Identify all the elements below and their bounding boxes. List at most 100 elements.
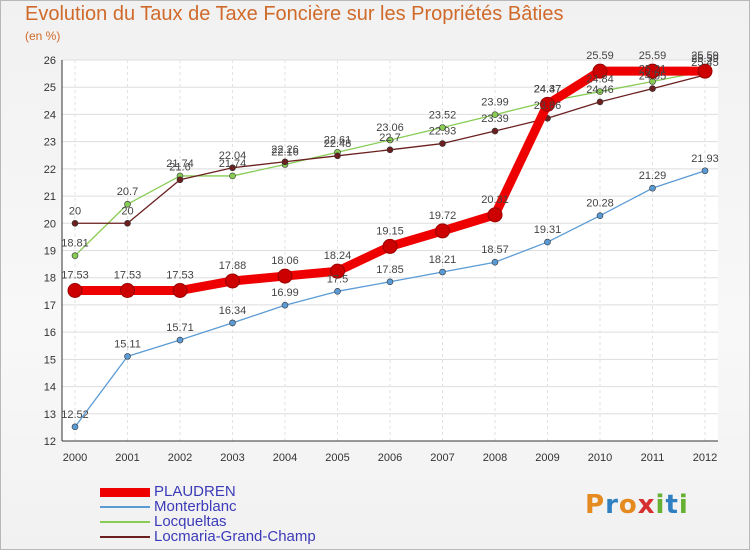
data-label: 21.29 [639,170,667,182]
chart-title: Evolution du Taux de Taxe Foncière sur l… [25,3,564,25]
data-label: 25.59 [586,50,614,62]
x-tick-label: 2006 [378,452,402,464]
data-point [71,423,79,431]
y-tick-label: 23 [44,137,56,149]
data-point [71,219,79,227]
data-point [330,263,345,279]
data-label: 23.06 [376,122,404,134]
data-label: 19.72 [429,210,457,222]
data-point [229,172,236,180]
y-tick-label: 26 [44,55,56,67]
data-label: 22.93 [429,126,457,138]
data-label: 20 [121,205,133,217]
data-label: 17.5 [327,273,348,285]
data-point [592,63,608,79]
data-point [701,167,709,175]
data-label: 17.53 [166,270,194,282]
data-point [124,353,131,360]
data-point [176,336,184,344]
data-label: 18.06 [271,255,299,267]
data-label: 16.34 [219,305,247,317]
x-tick-label: 2001 [115,452,139,464]
chart-subtitle: (en %) [25,29,61,43]
logo-letter: P [585,490,606,520]
data-label: 22.7 [379,132,400,144]
data-label: 22.48 [324,138,352,150]
data-point [439,268,446,276]
data-point [435,223,450,239]
data-point [386,146,394,154]
data-point [281,301,289,309]
x-tick-label: 2003 [220,452,244,464]
data-point [172,283,188,299]
data-point [382,238,398,254]
x-tick-label: 2010 [588,452,612,464]
y-tick-label: 24 [44,109,56,121]
legend-label: Locqueltas [154,513,227,530]
logo-letter: r [605,490,619,520]
legend-label: Monterblanc [154,498,237,515]
legend-label: PLAUDREN [154,483,236,500]
data-point [596,212,604,219]
data-point [120,283,135,299]
data-label: 24.95 [639,71,667,83]
data-point [487,207,503,223]
x-tick-label: 2007 [430,452,454,464]
legend-swatch [100,506,150,508]
data-label: 18.24 [324,250,352,262]
data-label: 15.71 [166,322,194,334]
data-label: 22.61 [324,134,352,146]
x-tick-label: 2004 [273,452,297,464]
y-tick-label: 21 [44,191,56,203]
data-label: 15.11 [114,338,141,350]
data-label: 17.53 [61,270,89,282]
data-label: 23.52 [429,109,457,121]
data-label: 25.59 [691,50,719,62]
y-tick-label: 19 [44,246,56,258]
data-label: 23.99 [481,97,509,109]
data-label: 18.81 [61,238,89,250]
data-point [544,238,551,246]
data-point [277,268,293,284]
data-label: 21.74 [166,158,194,170]
data-label: 25.21 [639,63,667,75]
legend-label: Locmaria-Grand-Champ [154,528,316,545]
data-point [596,88,604,95]
data-point [649,184,656,192]
data-label: 24.37 [534,83,562,95]
data-point [491,258,499,266]
x-tick-label: 2011 [641,452,665,464]
data-label: 23.86 [534,100,562,112]
logo-letter: i [678,490,689,520]
data-label: 24.46 [586,84,614,96]
y-tick-label: 15 [44,354,56,366]
x-tick-label: 2012 [693,452,717,464]
data-point [596,98,604,106]
data-point [71,252,79,259]
data-label: 20 [69,205,81,217]
data-point [645,63,660,79]
data-label: 19.15 [376,225,404,237]
data-point [124,219,131,227]
data-label: 22.26 [271,144,299,156]
data-label: 12.52 [61,409,89,421]
data-label: 17.53 [114,270,142,282]
data-point [439,140,446,147]
logo-letter: t [665,490,679,520]
y-tick-label: 12 [44,436,56,448]
data-point [67,283,83,299]
data-label: 23.39 [481,113,509,125]
data-label: 19.31 [534,224,562,236]
data-point [334,152,341,160]
data-label: 25.59 [639,50,667,62]
legend-swatch [100,487,150,497]
data-point [281,158,289,166]
y-tick-label: 17 [44,300,56,312]
data-label: 17.85 [376,264,404,276]
data-point [229,319,236,327]
y-tick-label: 14 [44,382,56,394]
y-tick-label: 25 [44,82,56,94]
data-point [697,63,713,79]
data-label: 24.84 [586,74,614,86]
